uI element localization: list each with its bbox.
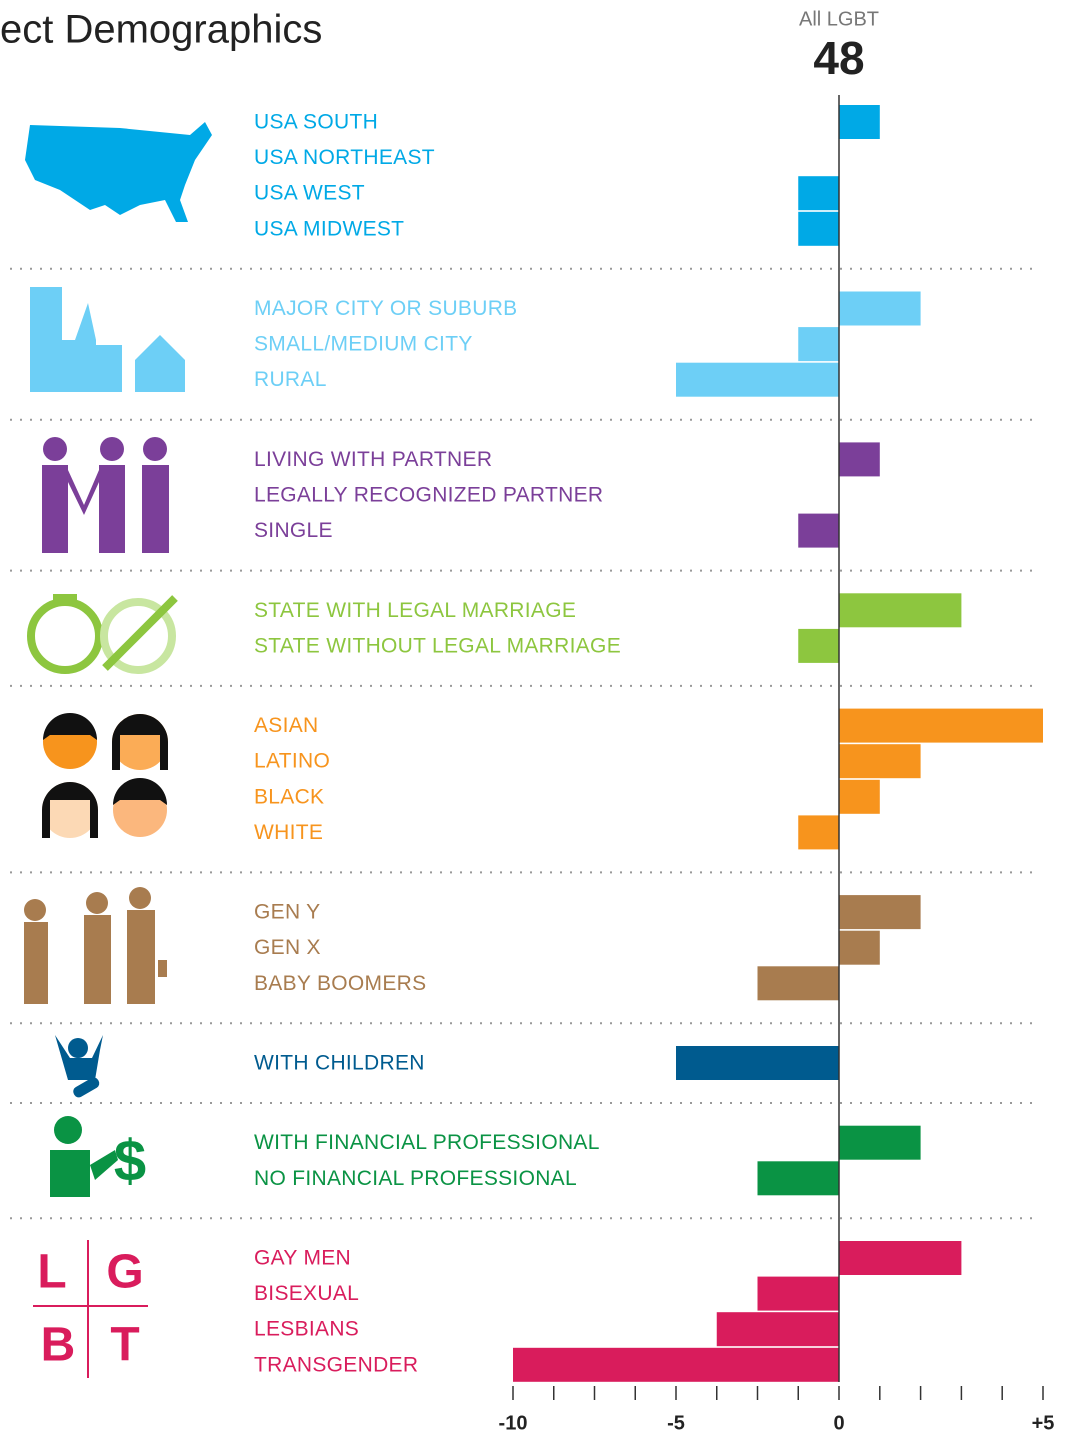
bar (839, 593, 962, 628)
bar (798, 327, 839, 362)
bar (839, 442, 880, 477)
bar (839, 708, 1043, 743)
baseline-label: All LGBT (799, 8, 879, 30)
x-tick-label: +5 (1032, 1412, 1055, 1434)
category-label: LEGALLY RECOGNIZED PARTNER (254, 484, 603, 507)
icon-letter: T (110, 1319, 139, 1372)
icon-letter: L (37, 1246, 66, 1299)
bar (839, 105, 880, 139)
category-label: GAY MEN (254, 1247, 351, 1270)
x-tick-label: -10 (499, 1412, 528, 1434)
icon-letter: B (41, 1319, 76, 1372)
category-label: USA WEST (254, 182, 365, 205)
icons: $ (24, 122, 212, 1378)
category-label: ASIAN (254, 714, 319, 737)
couple-icon (42, 437, 169, 553)
bar (839, 895, 921, 930)
bar (757, 1161, 839, 1196)
generations-icon (24, 887, 167, 1004)
bar (757, 966, 839, 1001)
bar (513, 1347, 839, 1382)
chart-title: ect Demographics (0, 8, 322, 52)
category-label: WITH CHILDREN (254, 1052, 425, 1075)
category-label: WHITE (254, 821, 323, 844)
category-label: USA MIDWEST (254, 217, 404, 240)
category-label: LIVING WITH PARTNER (254, 448, 492, 471)
rings-icon (27, 594, 178, 674)
category-label: BLACK (254, 785, 324, 808)
category-label: GEN Y (254, 901, 320, 924)
bar (757, 1276, 839, 1311)
category-label: BABY BOOMERS (254, 972, 426, 995)
bar (798, 211, 839, 246)
bar (798, 628, 839, 663)
category-label: SMALL/MEDIUM CITY (254, 333, 473, 356)
category-label: WITH FINANCIAL PROFESSIONAL (254, 1131, 600, 1154)
category-label: BISEXUAL (254, 1282, 359, 1305)
financial-icon: $ (50, 1116, 146, 1197)
icon-letter: G (106, 1246, 143, 1299)
category-label: RURAL (254, 368, 327, 391)
bar (798, 176, 839, 211)
category-label: STATE WITHOUT LEGAL MARRIAGE (254, 634, 621, 657)
x-tick-label: -5 (667, 1412, 685, 1434)
x-tick-label: 0 (833, 1412, 844, 1434)
category-label: MAJOR CITY OR SUBURB (254, 297, 517, 320)
lgbt-icon (33, 1240, 148, 1378)
bar (839, 744, 921, 779)
usa-map-icon (25, 122, 212, 222)
child-icon (55, 1035, 103, 1098)
bar (839, 1241, 962, 1275)
category-label: STATE WITH LEGAL MARRIAGE (254, 599, 576, 622)
category-label: USA NORTHEAST (254, 146, 435, 169)
bar (798, 815, 839, 850)
bar (716, 1312, 839, 1347)
bar (798, 513, 839, 548)
bar (839, 1125, 921, 1160)
category-label: LESBIANS (254, 1318, 359, 1341)
category-label: LATINO (254, 750, 330, 773)
baseline-value: 48 (813, 32, 864, 84)
category-label: TRANSGENDER (254, 1353, 418, 1376)
bar (839, 291, 921, 326)
category-label: SINGLE (254, 519, 333, 542)
category-label: NO FINANCIAL PROFESSIONAL (254, 1167, 577, 1190)
city-icon (30, 287, 185, 392)
category-label: GEN X (254, 936, 321, 959)
bar (839, 779, 880, 814)
bar (676, 1046, 839, 1080)
bar (839, 930, 880, 965)
category-label: USA SOUTH (254, 111, 378, 134)
bar (676, 362, 839, 397)
dollar-sign-icon: $ (114, 1128, 146, 1193)
faces-icon (42, 713, 168, 838)
